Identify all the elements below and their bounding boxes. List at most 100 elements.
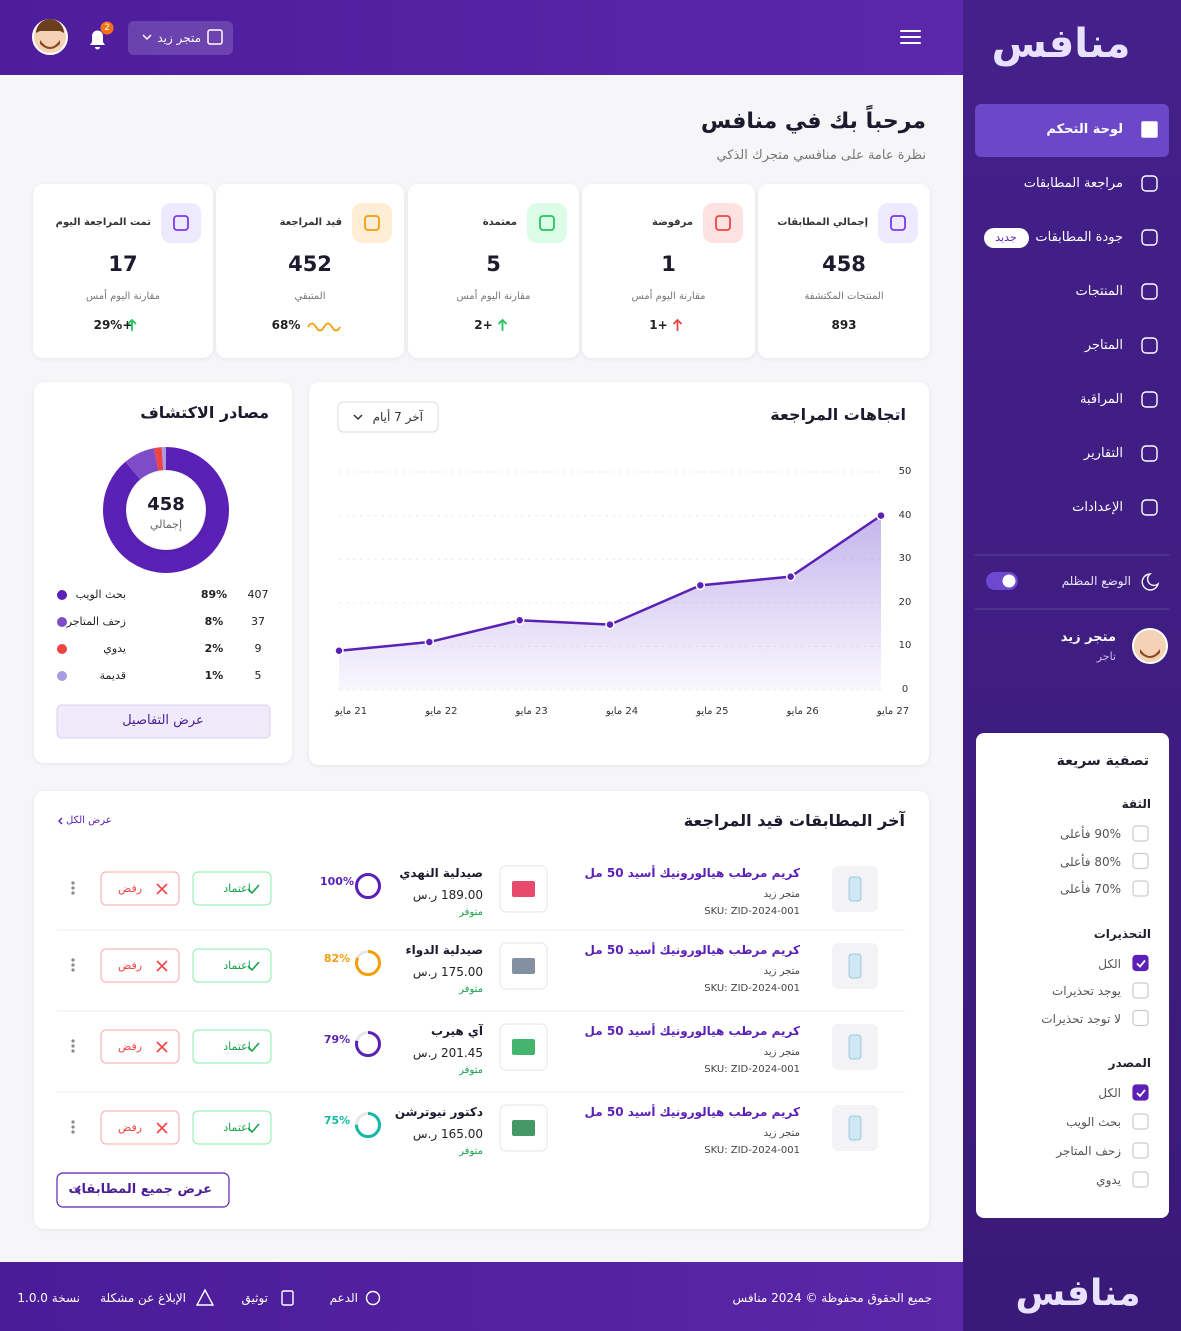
stat-icon (364, 215, 380, 231)
nav-item[interactable]: المراقبة (1080, 392, 1123, 407)
competitor-name: صيدلية الدواء (405, 943, 483, 957)
stat-sublabel: مقارنة اليوم أمس (456, 291, 531, 302)
filter-option[interactable]: الكل (1098, 1086, 1121, 1100)
legend-label: بحث الويب (75, 588, 126, 601)
reject-button (100, 871, 180, 906)
competitor-price: 165.00 ر.س (412, 1127, 483, 1141)
reject-label[interactable]: رفض (117, 882, 143, 895)
bottle (848, 1115, 862, 1141)
stat-label: إجمالي المطابقات (777, 217, 868, 228)
report-link[interactable]: الإبلاغ عن مشكلة (100, 1291, 186, 1305)
checkbox (1132, 880, 1149, 897)
approve-label[interactable]: اعتماد (223, 959, 251, 972)
legend-share: 2% (204, 642, 224, 655)
nav-item[interactable]: المتاجر (1084, 338, 1123, 353)
x-icon (156, 883, 168, 895)
filter-option[interactable]: 70% فأعلى (1059, 882, 1121, 896)
stat-icon (539, 215, 555, 231)
chevron (58, 817, 63, 825)
nav-icon (1141, 337, 1158, 354)
nav-item[interactable]: لوحة التحكم (1046, 122, 1123, 137)
page-title: مرحباً بك في منافس (700, 109, 926, 134)
stat-sublabel: المنتجات المكتشفة (804, 291, 884, 302)
x-tick-label: 27 مايو (876, 706, 910, 717)
filter-option[interactable]: 90% فأعلى (1059, 827, 1121, 841)
avatar-hair (36, 19, 64, 33)
nav-icon (1141, 175, 1158, 192)
version: نسخة 1.0.0 (17, 1291, 80, 1305)
legend-dot (57, 671, 67, 681)
nav-item[interactable]: التقارير (1083, 446, 1123, 461)
copyright: جميع الحقوق محفوظة © 2024 منافس (732, 1291, 932, 1305)
stat-icon-bg (878, 203, 918, 243)
filter-group-title: الثقة (1121, 797, 1151, 811)
stat-icon (715, 215, 731, 231)
moon-icon (1141, 573, 1160, 591)
more-dot (71, 1130, 75, 1134)
support-link[interactable]: الدعم (329, 1291, 358, 1305)
point (514, 615, 525, 625)
legend-label: زحف المتاجر (66, 615, 126, 628)
nav-item[interactable]: المنتجات (1075, 284, 1123, 299)
nav-active-bg (975, 104, 1169, 157)
reject-button (100, 1110, 180, 1145)
nav-item[interactable]: الإعدادات (1072, 500, 1123, 515)
more-dot (71, 968, 75, 972)
range-select-label[interactable]: آخر 7 أيام (372, 410, 423, 424)
checkbox (1132, 1084, 1149, 1101)
reject-button (100, 1029, 180, 1064)
checkbox (1132, 1113, 1149, 1130)
nav-item[interactable]: مراجعة المطابقات (1023, 176, 1123, 191)
filter-group-title: التحذيرات (1093, 926, 1151, 941)
more-dot (71, 1120, 75, 1124)
warning-icon (195, 1288, 215, 1306)
more-dot (71, 891, 75, 895)
approve-label[interactable]: اعتماد (223, 1121, 251, 1134)
details-button-label[interactable]: عرض التفاصيل (122, 713, 204, 728)
dark-mode-label[interactable]: الوضع المظلم (1061, 574, 1131, 588)
reject-label[interactable]: رفض (117, 1121, 143, 1134)
competitor-name: صيدلية النهدي (399, 866, 483, 880)
stat-value: 17 (108, 252, 138, 276)
reject-label[interactable]: رفض (117, 1040, 143, 1053)
nav-badge: جديد (995, 231, 1017, 244)
support-icon (365, 1290, 381, 1306)
filter-option[interactable]: يوجد تحذيرات (1051, 984, 1121, 998)
nav-icon (1141, 283, 1158, 300)
match-label: 100% (320, 875, 354, 888)
toggle-knob (1002, 574, 1016, 588)
logo: منافس (991, 21, 1131, 67)
avatar-beard (1140, 649, 1160, 658)
user-name: متجر زيد (1060, 630, 1116, 645)
filter-option[interactable]: زحف المتاجر (1056, 1144, 1121, 1158)
range-select (337, 401, 439, 433)
stock-status: متوفر (459, 1146, 483, 1157)
approve-button (192, 948, 272, 983)
filter-option[interactable]: يدوي (1096, 1173, 1121, 1187)
point (695, 580, 706, 591)
x-tick-label: 21 مايو (334, 706, 368, 717)
view-all-link[interactable]: عرض الكل (66, 815, 112, 826)
all-matches-label[interactable]: عرض جميع المطابقات (68, 1182, 212, 1197)
filter-option[interactable]: بحث الويب (1066, 1115, 1121, 1129)
product-store: متجر زيد (763, 889, 800, 900)
filter-option[interactable]: 80% فأعلى (1059, 854, 1121, 869)
legend-value: 407 (247, 588, 269, 601)
match-ring (355, 950, 381, 976)
y-tick-label: 30 (898, 553, 912, 565)
filter-option[interactable]: الكل (1098, 956, 1121, 971)
legend-label: قديمة (99, 669, 126, 682)
bell-icon (90, 30, 105, 50)
nav-item[interactable]: جودة المطابقات (1035, 230, 1123, 245)
stat-icon-bg (352, 203, 392, 243)
approve-label[interactable]: اعتماد (223, 882, 251, 895)
logo: منافس (1015, 1273, 1141, 1314)
store-icon (207, 29, 223, 45)
filter-option[interactable]: لا توجد تحذيرات (1041, 1011, 1121, 1026)
reject-label[interactable]: رفض (117, 959, 143, 972)
stat-sublabel: مقارنة اليوم أمس (631, 291, 706, 302)
stat-icon-bg (527, 203, 567, 243)
docs-link[interactable]: توثيق (241, 1291, 268, 1305)
chevron (142, 34, 152, 41)
approve-label[interactable]: اعتماد (223, 1040, 251, 1053)
